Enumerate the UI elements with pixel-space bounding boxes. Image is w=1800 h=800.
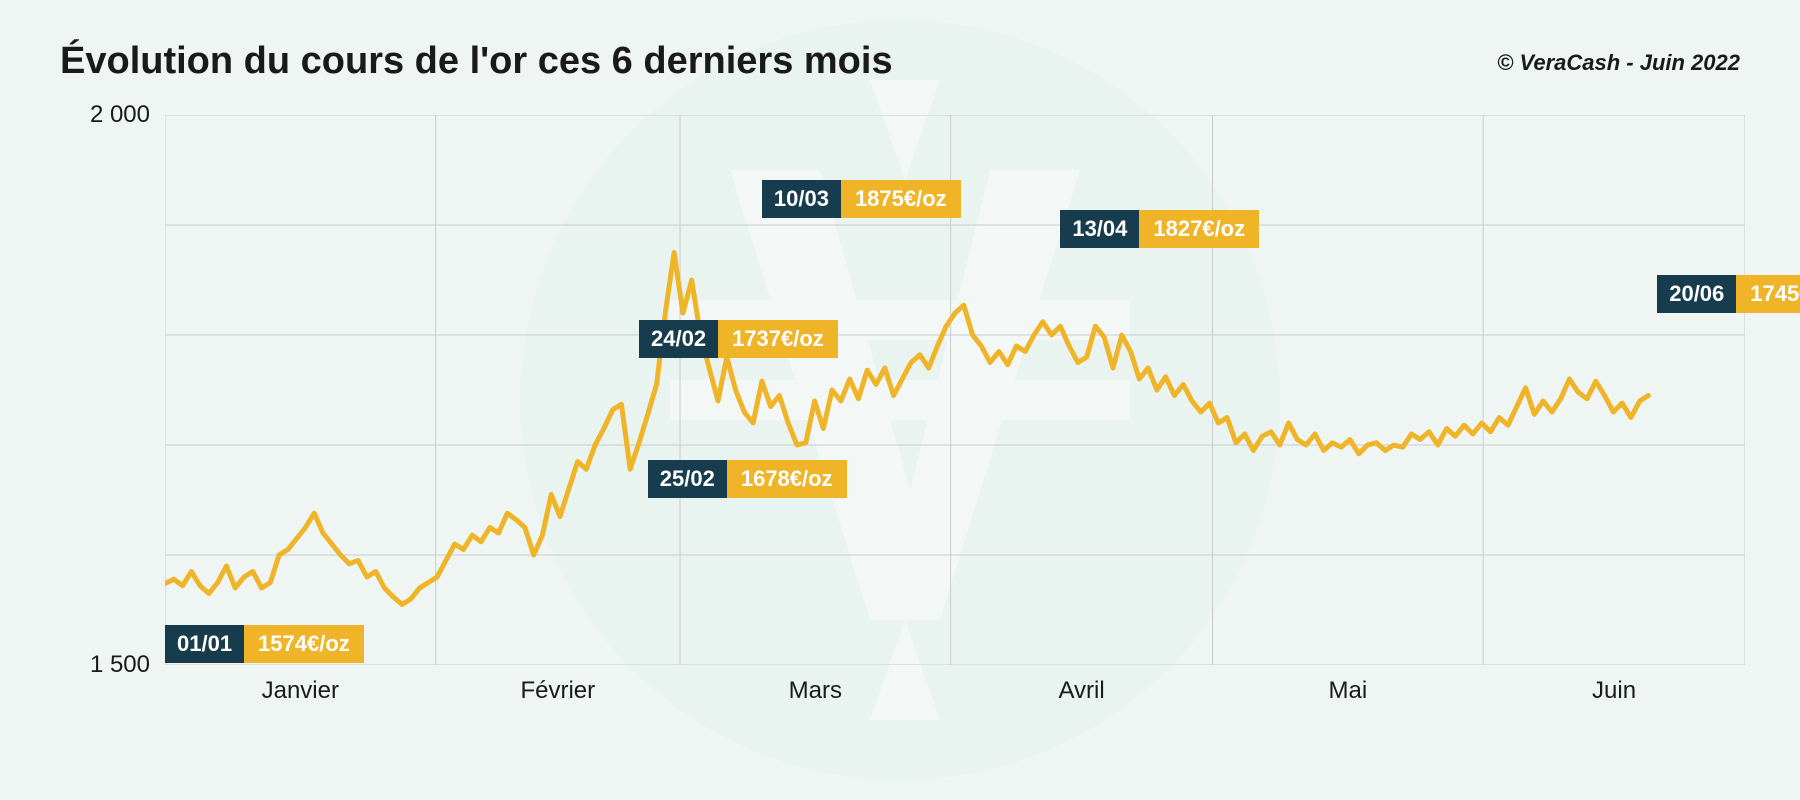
y-axis-label: 1 500 <box>70 651 150 679</box>
chart-title: Évolution du cours de l'or ces 6 dernier… <box>60 40 893 83</box>
annotation-value: 1737€/oz <box>718 320 838 358</box>
annotation-value: 1574€/oz <box>244 625 364 663</box>
annotation-value: 1875€/oz <box>841 180 961 218</box>
annotation-value: 1678€/oz <box>727 460 847 498</box>
price-annotation: 13/041827€/oz <box>1060 210 1259 248</box>
annotation-date: 25/02 <box>648 460 727 498</box>
credit-text: © VeraCash - Juin 2022 <box>1497 50 1740 76</box>
x-axis-label: Juin <box>1592 677 1636 705</box>
price-annotation: 10/031875€/oz <box>762 180 961 218</box>
annotation-date: 01/01 <box>165 625 244 663</box>
annotation-date: 20/06 <box>1657 275 1736 313</box>
price-annotation: 25/021678€/oz <box>648 460 847 498</box>
x-axis-label: Janvier <box>262 677 339 705</box>
price-annotation: 01/011574€/oz <box>165 625 364 663</box>
x-axis-label: Mars <box>789 677 842 705</box>
annotation-date: 13/04 <box>1060 210 1139 248</box>
annotation-value: 1745€/oz <box>1736 275 1800 313</box>
price-series-line <box>165 253 1648 605</box>
price-annotation: 24/021737€/oz <box>639 320 838 358</box>
x-axis-label: Avril <box>1058 677 1104 705</box>
x-axis-label: Mai <box>1328 677 1367 705</box>
x-axis-label: Février <box>520 677 595 705</box>
y-axis-label: 2 000 <box>70 101 150 129</box>
price-annotation: 20/061745€/oz <box>1657 275 1800 313</box>
annotation-value: 1827€/oz <box>1139 210 1259 248</box>
annotation-date: 10/03 <box>762 180 841 218</box>
annotation-date: 24/02 <box>639 320 718 358</box>
